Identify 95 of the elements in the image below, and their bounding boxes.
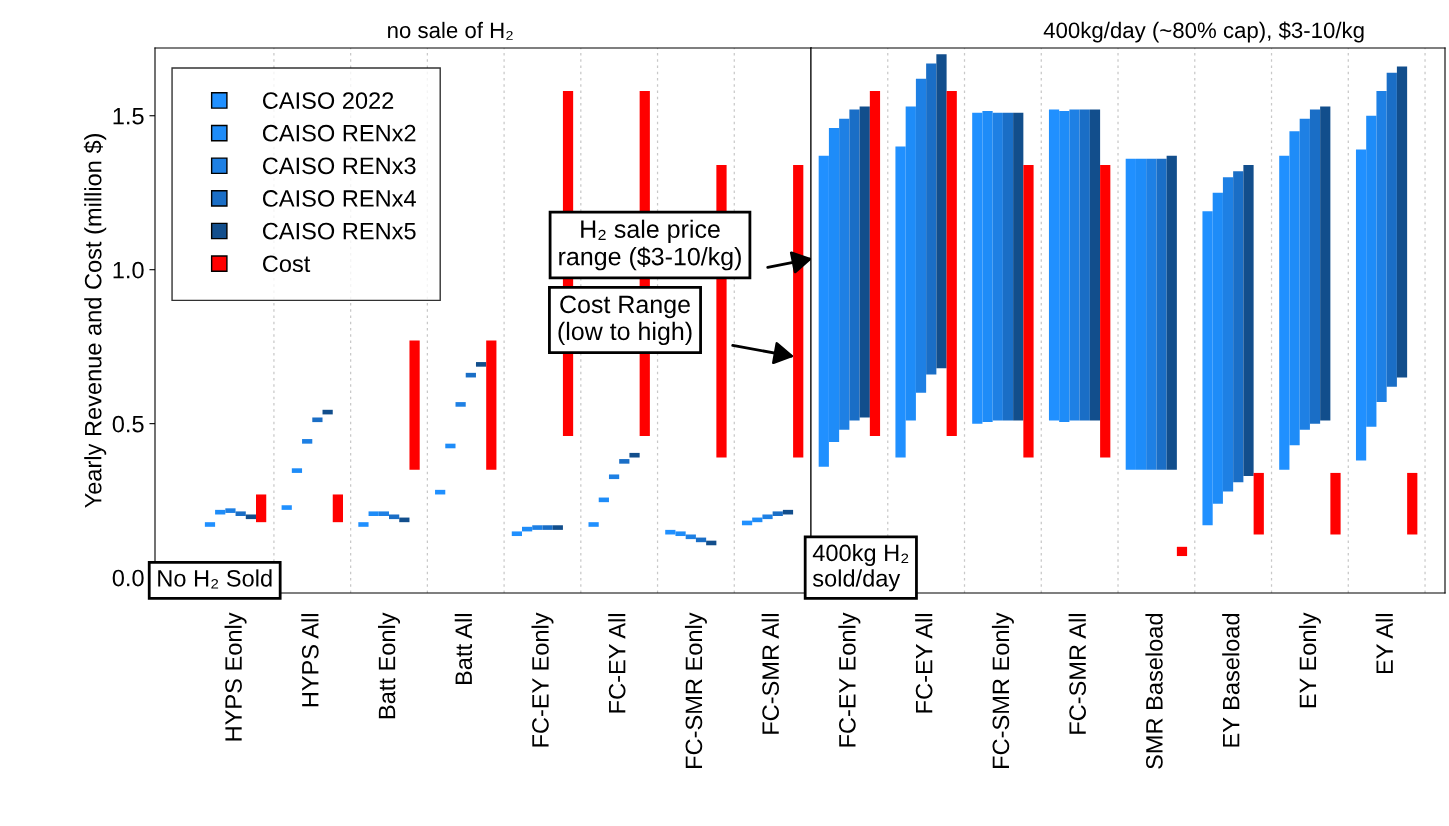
x-tick-label: HYPS Eonly — [224, 612, 247, 741]
bar — [256, 494, 267, 523]
bar — [772, 511, 783, 517]
bar — [915, 78, 927, 393]
legend-label: CAISO RENx3 — [262, 157, 416, 175]
bar — [926, 63, 937, 375]
bar — [445, 443, 456, 449]
bar — [1330, 472, 1341, 535]
bar — [946, 91, 957, 436]
chart-title: no sale of H₂ — [388, 21, 513, 40]
x-tick-label: FC-EY All — [915, 614, 933, 713]
bar — [358, 522, 369, 527]
bar — [1386, 72, 1397, 387]
chart-title: 400kg/day (~80% cap), $3-10/kg — [1043, 21, 1364, 43]
bar — [1253, 472, 1264, 535]
bar — [475, 362, 487, 367]
x-tick-label: EY Eonly — [1298, 612, 1321, 708]
bar — [204, 522, 216, 527]
x-tick-label: FC-SMR All — [1068, 614, 1086, 734]
bar — [685, 534, 696, 540]
bar — [1002, 112, 1014, 421]
bar — [1320, 106, 1331, 421]
bar — [1166, 155, 1177, 470]
x-tick-label: FC-EY Eonly — [531, 612, 554, 747]
bar — [511, 531, 522, 537]
bar — [368, 511, 379, 517]
bar — [542, 525, 553, 530]
bar — [1222, 177, 1234, 492]
annotation: 400kg H₂ sold/day — [812, 543, 909, 592]
bar — [1156, 158, 1167, 470]
annotation: Cost Range (low to high) — [558, 295, 692, 346]
bar — [235, 511, 246, 517]
y-tick-label: 1.0 — [113, 261, 144, 279]
y-tick-label: 0.5 — [112, 415, 144, 433]
legend-label: CAISO RENx4 — [262, 190, 416, 207]
legend-label: CAISO RENx2 — [262, 124, 416, 142]
x-tick-label: EY Baseload — [1222, 613, 1240, 747]
x-tick-label: FC-SMR All — [761, 614, 779, 734]
y-axis-title: Yearly Revenue and Cost (million $) — [83, 134, 107, 508]
x-tick-label: FC-SMR Eonly — [991, 612, 1014, 768]
legend-label: CAISO RENx5 — [262, 222, 416, 240]
bar — [608, 474, 620, 480]
x-tick-label: Batt All — [454, 614, 473, 685]
bar — [629, 452, 640, 458]
bar — [1023, 165, 1034, 458]
bar — [409, 340, 420, 470]
bar — [552, 525, 563, 530]
bar — [302, 439, 313, 444]
bar — [1309, 109, 1321, 424]
bar — [869, 91, 881, 436]
bar — [1376, 91, 1387, 403]
bar — [332, 494, 343, 523]
bar — [389, 514, 400, 520]
bar — [486, 340, 497, 470]
bar — [1079, 109, 1090, 421]
bar — [312, 417, 323, 423]
bar — [859, 106, 870, 418]
bar — [378, 511, 390, 517]
y-tick-label: 0.0 — [112, 569, 144, 587]
bar — [619, 459, 630, 464]
bar — [1407, 472, 1418, 535]
bar — [281, 505, 292, 510]
bar — [1243, 165, 1254, 476]
bar — [762, 514, 773, 520]
bar — [1176, 546, 1188, 557]
x-tick-label: FC-EY All — [608, 614, 626, 713]
legend-label: CAISO 2022 — [262, 92, 394, 109]
x-tick-label: Batt Eonly — [378, 612, 401, 719]
bar — [1069, 109, 1080, 421]
bar — [1013, 112, 1024, 421]
bar — [849, 109, 860, 421]
bar — [225, 508, 236, 513]
bar — [992, 112, 1003, 421]
bar — [532, 525, 543, 530]
bar — [936, 54, 947, 369]
bar — [1100, 165, 1111, 458]
bar — [839, 118, 850, 430]
x-tick-label: FC-SMR Eonly — [684, 612, 707, 768]
bar — [1089, 109, 1101, 421]
bar — [1299, 118, 1310, 430]
x-tick-label: HYPS All — [301, 614, 319, 707]
x-tick-label: SMR Baseload — [1145, 613, 1163, 769]
bar — [1146, 158, 1157, 470]
legend-label: Cost — [262, 255, 311, 273]
bar — [1396, 66, 1408, 378]
annotation: No H₂ Sold — [158, 569, 272, 589]
x-tick-label: EY All — [1375, 614, 1393, 674]
bar — [245, 514, 257, 520]
bar — [588, 522, 599, 527]
bar — [291, 468, 303, 473]
bar — [455, 402, 466, 407]
annotation: H₂ sale price range ($3-10/kg) — [559, 219, 741, 271]
bar — [1233, 171, 1244, 483]
x-tick-label: FC-EY Eonly — [838, 612, 861, 747]
y-tick-label: 1.5 — [113, 108, 144, 125]
